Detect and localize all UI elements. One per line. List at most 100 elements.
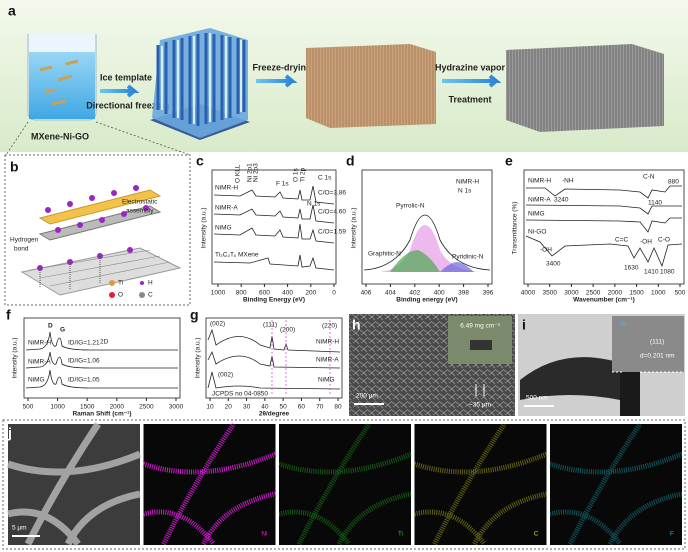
- y-label: Transmittance (%): [512, 202, 519, 255]
- shape: [152, 28, 248, 138]
- x-tick-label: 398: [458, 290, 469, 297]
- component: Graphitic-N: [368, 251, 401, 258]
- x-tick-label: 406: [361, 290, 372, 297]
- axes: [211, 169, 337, 285]
- x-tick-label: 1500: [629, 290, 644, 297]
- step-label: Hydrazine vapor: [435, 62, 506, 72]
- arrow: [100, 84, 140, 98]
- panel-label: i: [522, 317, 526, 333]
- annotation: C=C: [615, 237, 628, 244]
- scale-label: 200 μm: [356, 393, 378, 400]
- shape: [45, 207, 51, 213]
- element-label: Ni: [261, 531, 267, 538]
- curve: [526, 185, 682, 199]
- element-label: C: [534, 531, 539, 538]
- curve: [207, 371, 341, 390]
- annotation: assembly: [126, 208, 154, 215]
- x-ticks: 500 1000 1500 2000 2500 3000: [23, 398, 184, 411]
- element-label: Ti: [398, 531, 403, 538]
- axes: [523, 169, 685, 285]
- x-tick-label: 2500: [139, 404, 154, 411]
- series-label: Ti₃C₂Tₓ MXene: [215, 252, 259, 259]
- series-label: NiMG: [215, 225, 232, 232]
- shape: [38, 189, 162, 225]
- curve: [25, 369, 178, 389]
- x-tick-label: 70: [316, 404, 324, 411]
- core: N 1s: [458, 188, 472, 195]
- shape: [67, 201, 73, 207]
- x-tick-label: 2000: [110, 404, 125, 411]
- shape: [38, 205, 162, 241]
- annotation: C-N: [643, 174, 655, 181]
- series-label: NiMR-A: [528, 197, 551, 204]
- x-tick-label: 40: [261, 404, 269, 411]
- series-label: NiMR-H: [215, 185, 238, 192]
- x-tick-label: 3000: [564, 290, 579, 297]
- x-ticks: 406 404 402 400 398 396: [361, 284, 494, 297]
- tile-bg: [8, 424, 140, 545]
- peak: F 1s: [276, 181, 289, 188]
- shape: [29, 52, 95, 119]
- tem-dark: [520, 357, 640, 400]
- fiber: [549, 422, 683, 546]
- panel-label: b: [10, 159, 19, 175]
- component: Pyrrolic-N: [396, 203, 425, 210]
- x-tick-label: 200: [305, 290, 316, 297]
- envelope: [363, 214, 491, 271]
- annotation: C-O: [658, 237, 670, 244]
- peak: N 1s: [307, 201, 321, 208]
- shape: [133, 185, 139, 191]
- x-label: Wavenumber (cm⁻¹): [573, 297, 635, 304]
- eds-tile: C: [413, 422, 548, 546]
- ratio: C/O=1.59: [318, 229, 346, 236]
- ratio: ID/IG=1.21: [68, 340, 100, 347]
- axes: [23, 317, 181, 399]
- plane: (002): [218, 372, 233, 379]
- step-label: Freeze-drying: [252, 62, 311, 72]
- ratio: ID/IG=1.05: [68, 377, 100, 384]
- component: Pyridinic-N: [452, 254, 484, 261]
- tile-bg: [143, 424, 276, 545]
- annotation: 880: [668, 179, 679, 186]
- element: Ni: [620, 321, 626, 328]
- eds-maps: Ni Ti C F: [6, 422, 683, 547]
- shape: [77, 222, 83, 228]
- shape: [121, 211, 127, 217]
- curve: [25, 351, 178, 369]
- series-label: NiMR-A: [316, 357, 339, 364]
- molecular-model: [20, 185, 182, 296]
- plane: (111): [650, 339, 664, 346]
- x-tick-label: 500: [23, 404, 34, 411]
- reference-line: [271, 320, 331, 396]
- panel-label: a: [8, 3, 16, 19]
- x-tick-label: 400: [434, 290, 445, 297]
- x-tick-label: 396: [483, 290, 494, 297]
- x-tick-label: 500: [675, 290, 686, 297]
- shape: [39, 256, 101, 290]
- x-ticks: 4000 3500 3000 2500 2000 1500 1000 500: [521, 284, 686, 297]
- curve: [25, 331, 178, 351]
- curve: [213, 223, 335, 244]
- peak: O 1s: [293, 168, 300, 182]
- shape: [156, 33, 246, 126]
- element-label: F: [670, 531, 674, 538]
- plane: (200): [280, 327, 295, 334]
- x-tick-label: 1500: [80, 404, 95, 411]
- x-tick-label: 402: [409, 290, 420, 297]
- curve: [207, 328, 341, 353]
- annotation: 1410: [644, 269, 659, 276]
- band-label: 2D: [100, 339, 109, 346]
- shape: [99, 217, 105, 223]
- x-tick-label: 2000: [608, 290, 623, 297]
- panel-j-box: [2, 419, 686, 550]
- x-tick-label: 400: [282, 290, 293, 297]
- aerogel: [306, 44, 436, 128]
- inset-sample: [470, 340, 492, 350]
- legend-label: O: [118, 292, 123, 299]
- plane: (111): [263, 322, 277, 329]
- series-label: NiMR-H: [28, 340, 51, 347]
- fit-graphitic: [390, 250, 440, 272]
